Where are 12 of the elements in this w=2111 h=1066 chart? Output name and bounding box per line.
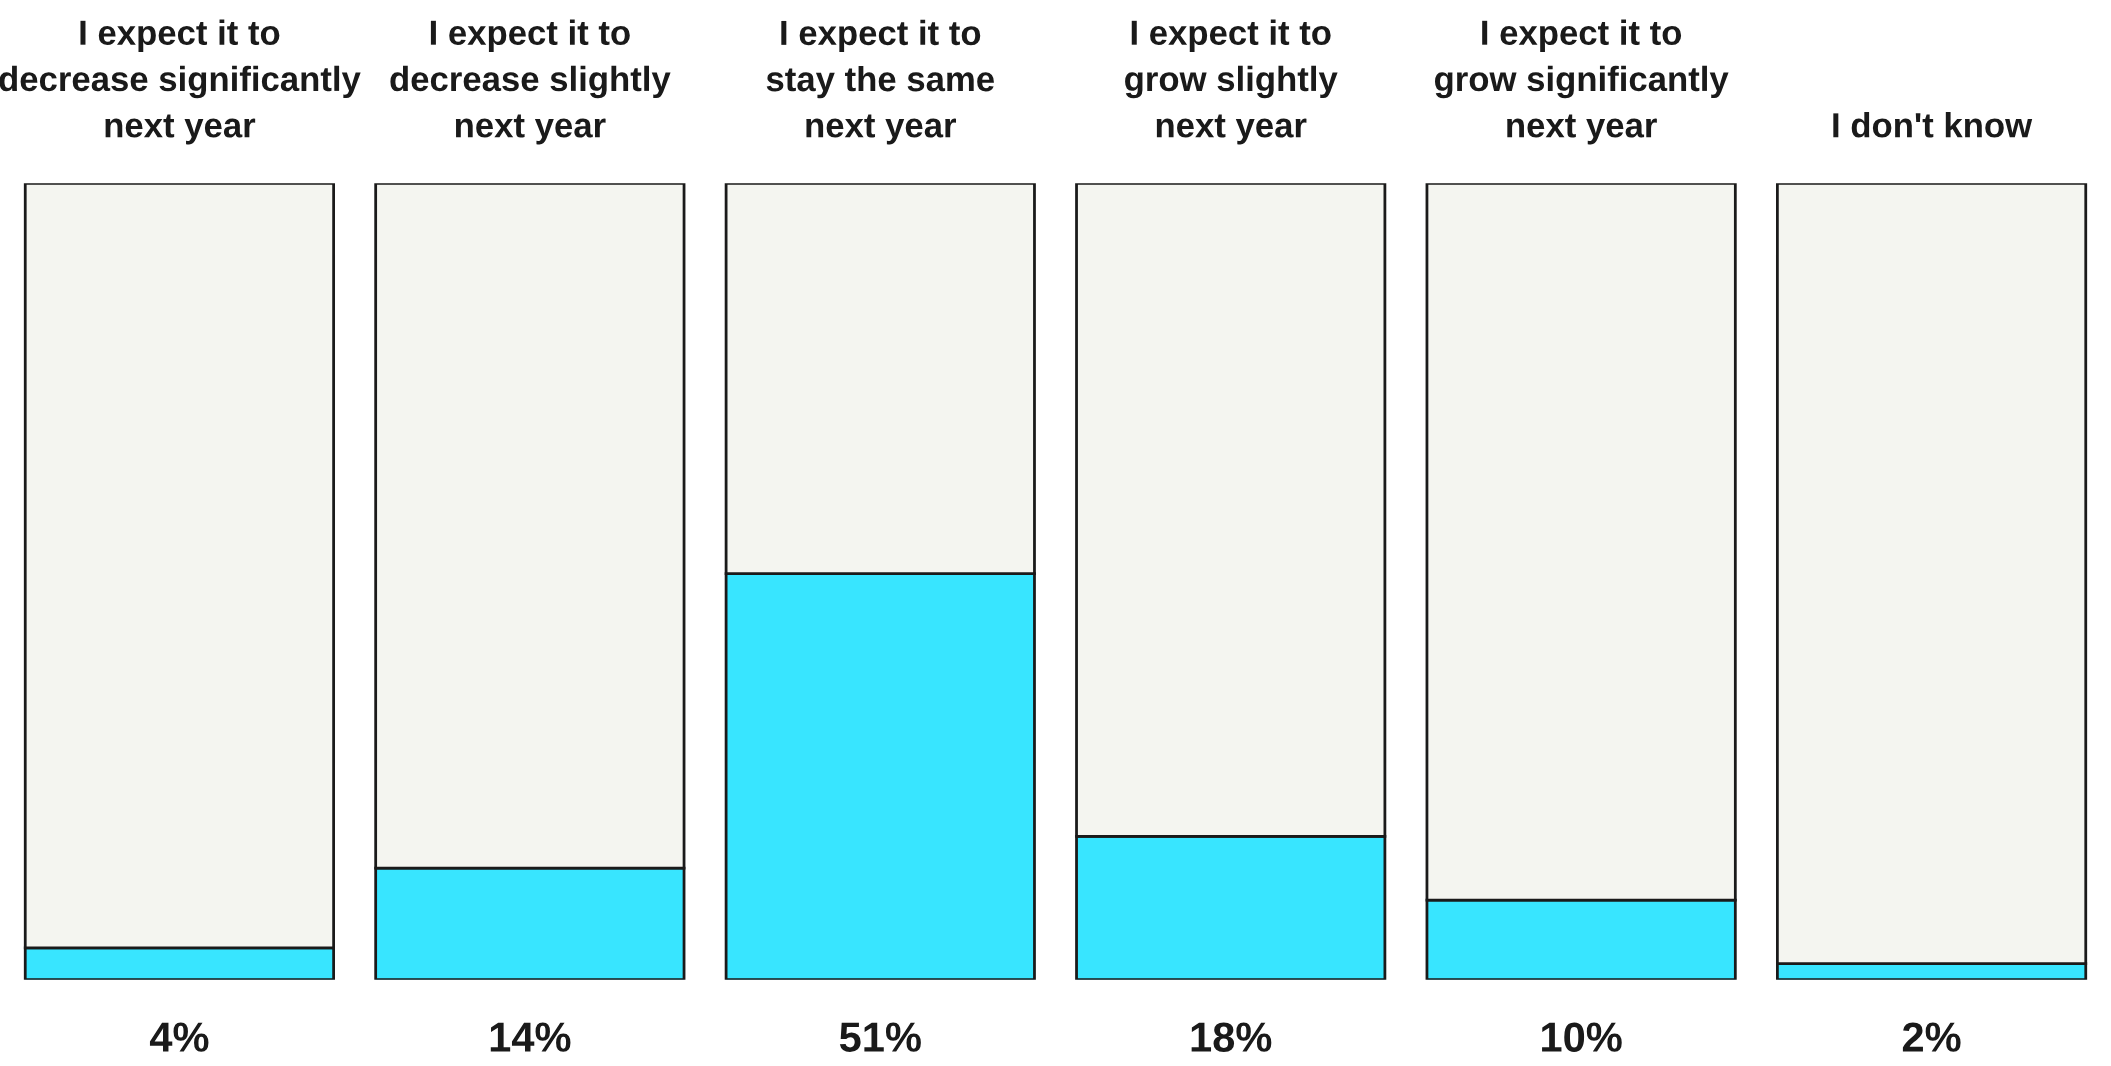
x-tick-label: I expect it to decrease significantly next year	[0, 19, 361, 145]
data-label: 18%	[1191, 1022, 1272, 1052]
x-tick-label: I expect it to stay the same next year	[766, 19, 994, 145]
data-label: 2%	[1902, 1022, 1961, 1052]
data-label: 10%	[1542, 1022, 1622, 1052]
x-tick-label: I expect it to grow significantly next year	[1434, 19, 1729, 145]
data-label: 14%	[490, 1022, 571, 1052]
data-label: 51%	[839, 1022, 921, 1052]
x-tick-label: I expect it to grow slightly next year	[1125, 19, 1338, 145]
x-tick-label: I expect it to decrease slightly next year	[390, 19, 671, 145]
data-label: 4%	[149, 1022, 209, 1052]
x-tick-label: I don't know	[1833, 112, 2033, 138]
